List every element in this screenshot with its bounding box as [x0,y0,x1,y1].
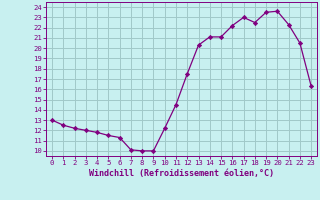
X-axis label: Windchill (Refroidissement éolien,°C): Windchill (Refroidissement éolien,°C) [89,169,274,178]
